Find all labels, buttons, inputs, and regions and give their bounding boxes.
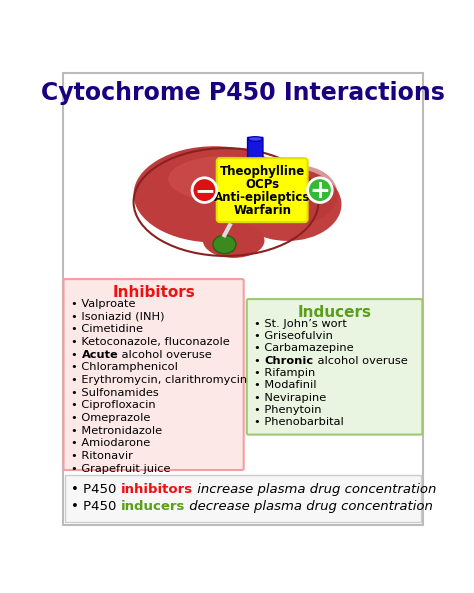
- FancyBboxPatch shape: [63, 74, 423, 525]
- Text: Theophylline: Theophylline: [219, 165, 305, 178]
- Ellipse shape: [134, 146, 295, 243]
- FancyBboxPatch shape: [65, 476, 421, 522]
- Text: • Griseofulvin: • Griseofulvin: [255, 331, 333, 341]
- Circle shape: [192, 178, 217, 202]
- Text: +: +: [310, 179, 330, 203]
- Text: • Erythromycin, clarithromycin: • Erythromycin, clarithromycin: [71, 375, 247, 385]
- FancyBboxPatch shape: [217, 158, 308, 222]
- Text: • P450: • P450: [71, 483, 121, 496]
- Text: • Sulfonamides: • Sulfonamides: [71, 388, 159, 398]
- Text: • Ritonavir: • Ritonavir: [71, 451, 133, 461]
- Text: decrease plasma drug concentration: decrease plasma drug concentration: [185, 500, 433, 513]
- Text: alcohol overuse: alcohol overuse: [118, 349, 212, 359]
- Text: alcohol overuse: alcohol overuse: [314, 356, 408, 366]
- Text: Inducers: Inducers: [298, 305, 372, 320]
- Ellipse shape: [203, 223, 264, 258]
- Text: • Cimetidine: • Cimetidine: [71, 324, 143, 334]
- Text: • Ciprofloxacin: • Ciprofloxacin: [71, 400, 156, 410]
- Text: • Grapefruit juice: • Grapefruit juice: [71, 464, 171, 474]
- Text: • Amiodarone: • Amiodarone: [71, 438, 150, 448]
- FancyBboxPatch shape: [247, 138, 263, 158]
- Text: • Valproate: • Valproate: [71, 299, 136, 309]
- Text: Anti-epileptics: Anti-epileptics: [214, 191, 310, 204]
- Text: Acute: Acute: [82, 349, 118, 359]
- Text: • Metronidazole: • Metronidazole: [71, 426, 162, 436]
- Text: • Rifampin: • Rifampin: [255, 368, 316, 378]
- Text: inducers: inducers: [121, 500, 185, 513]
- FancyBboxPatch shape: [64, 279, 244, 470]
- Text: • Ketoconazole, fluconazole: • Ketoconazole, fluconazole: [71, 337, 230, 347]
- Text: inhibitors: inhibitors: [121, 483, 193, 496]
- Text: • Omeprazole: • Omeprazole: [71, 413, 151, 423]
- Text: •: •: [255, 356, 265, 366]
- Text: • Chloramphenicol: • Chloramphenicol: [71, 362, 178, 372]
- Ellipse shape: [261, 165, 337, 223]
- Text: • Phenobarbital: • Phenobarbital: [255, 417, 344, 428]
- Text: −: −: [194, 179, 215, 203]
- Text: • Modafinil: • Modafinil: [255, 380, 317, 390]
- Ellipse shape: [248, 136, 262, 141]
- Text: OCPs: OCPs: [245, 178, 279, 191]
- Text: •: •: [71, 349, 82, 359]
- Text: Chronic: Chronic: [265, 356, 314, 366]
- Text: • Phenytoin: • Phenytoin: [255, 405, 322, 415]
- Ellipse shape: [234, 168, 341, 241]
- Text: Warfarin: Warfarin: [233, 204, 291, 217]
- Text: • P450: • P450: [71, 500, 121, 513]
- FancyBboxPatch shape: [247, 299, 422, 435]
- Text: • St. John’s wort: • St. John’s wort: [255, 318, 347, 329]
- Text: • Nevirapine: • Nevirapine: [255, 393, 327, 403]
- Circle shape: [308, 178, 332, 202]
- Ellipse shape: [213, 235, 236, 254]
- Text: • Isoniazid (INH): • Isoniazid (INH): [71, 311, 165, 321]
- Text: increase plasma drug concentration: increase plasma drug concentration: [193, 483, 437, 496]
- Text: Inhibitors: Inhibitors: [112, 285, 195, 299]
- Ellipse shape: [168, 156, 284, 202]
- Text: • Carbamazepine: • Carbamazepine: [255, 343, 354, 353]
- Text: Cytochrome P450 Interactions: Cytochrome P450 Interactions: [41, 81, 445, 105]
